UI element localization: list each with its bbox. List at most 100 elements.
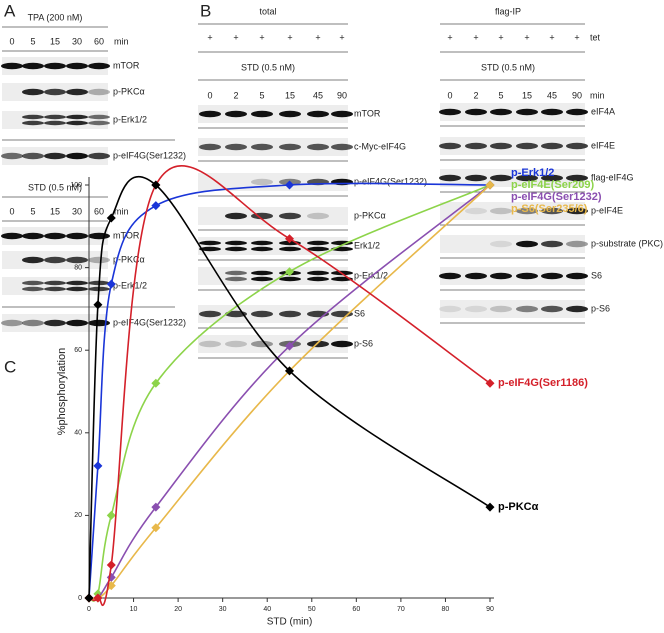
legend-label: p-PKCα — [498, 501, 539, 513]
row-label: mTOR — [354, 108, 381, 118]
x-tick-label: 10 — [130, 606, 138, 613]
x-tick-label: 0 — [87, 606, 91, 613]
panel-label: B — [200, 1, 211, 20]
treatment-label: STD (0.5 nM) — [241, 62, 295, 72]
band — [490, 207, 512, 215]
row-label: flag-eIF4G — [591, 172, 634, 182]
band — [307, 276, 329, 282]
time-label: 2 — [473, 90, 478, 100]
band — [439, 305, 461, 313]
band — [490, 305, 512, 313]
band — [251, 340, 273, 348]
band — [541, 174, 563, 182]
band — [44, 256, 66, 264]
band — [490, 272, 512, 280]
band — [279, 143, 301, 151]
y-axis-label: %phosphorylation — [56, 348, 68, 435]
band — [66, 256, 88, 264]
data-point — [151, 180, 161, 190]
panel-label: C — [4, 357, 16, 376]
band — [88, 62, 110, 70]
data-point — [93, 300, 103, 310]
band — [465, 142, 487, 150]
blot-strip — [440, 103, 585, 121]
band — [225, 246, 247, 252]
time-label: 15 — [50, 36, 60, 46]
band — [465, 174, 487, 182]
band — [22, 120, 44, 126]
band — [225, 212, 247, 220]
time-label: 90 — [572, 90, 582, 100]
row-label: p-S6 — [591, 303, 610, 313]
time-label: 30 — [72, 206, 82, 216]
band — [439, 108, 461, 116]
sign: + — [315, 32, 320, 42]
time-label: 15 — [50, 206, 60, 216]
legend-label: p-eIF4G(Ser1186) — [498, 377, 588, 389]
sign: + — [473, 32, 478, 42]
data-point — [151, 523, 161, 533]
legend-label: p-eIF4G(Ser1232) — [511, 191, 602, 203]
time-label: 15 — [285, 90, 295, 100]
time-label: 45 — [547, 90, 557, 100]
band — [22, 256, 44, 264]
band — [566, 272, 588, 280]
band — [1, 319, 23, 327]
time-label: 0 — [447, 90, 452, 100]
band — [22, 232, 44, 240]
band — [566, 305, 588, 313]
data-point — [285, 180, 294, 190]
data-point — [151, 502, 161, 512]
data-point — [106, 510, 116, 520]
sign: + — [233, 32, 238, 42]
band — [307, 246, 329, 252]
legend-label: p-Erk1/2 — [511, 167, 554, 179]
data-point — [106, 279, 116, 289]
band — [516, 174, 538, 182]
data-point — [285, 267, 294, 277]
band — [439, 142, 461, 150]
band — [465, 108, 487, 116]
sign: + — [549, 32, 554, 42]
band — [566, 240, 588, 248]
time-label: 60 — [94, 206, 104, 216]
blot-strip — [440, 169, 585, 187]
blot-strip — [198, 335, 348, 353]
row-label: S6 — [591, 270, 602, 280]
band — [66, 232, 88, 240]
blot-strip — [2, 111, 108, 129]
row-label: p-eIF4E — [591, 205, 623, 215]
band — [251, 276, 273, 282]
sign: + — [287, 32, 292, 42]
band — [251, 110, 273, 118]
time-label: 5 — [30, 36, 35, 46]
blot-strip — [440, 267, 585, 285]
data-point — [285, 366, 294, 376]
blot-strip — [440, 235, 585, 253]
data-point — [106, 213, 116, 223]
row-label: S6 — [354, 308, 365, 318]
sign: + — [339, 32, 344, 42]
series-line — [88, 182, 491, 599]
blot-strip — [440, 300, 585, 318]
data-point — [84, 593, 94, 603]
data-point — [485, 378, 495, 388]
sign: + — [447, 32, 452, 42]
data-point — [151, 201, 161, 211]
band — [439, 174, 461, 182]
band — [307, 240, 329, 246]
band — [279, 110, 301, 118]
band — [66, 88, 88, 96]
data-point — [151, 378, 161, 388]
band — [88, 256, 110, 264]
band — [1, 232, 23, 240]
band — [490, 108, 512, 116]
band — [88, 319, 110, 327]
x-tick-label: 30 — [219, 606, 227, 613]
unit-label: min — [590, 90, 605, 100]
x-axis-label: STD (min) — [267, 617, 313, 628]
data-point — [485, 180, 495, 190]
band — [199, 310, 221, 318]
band — [1, 62, 23, 70]
band — [88, 88, 110, 96]
